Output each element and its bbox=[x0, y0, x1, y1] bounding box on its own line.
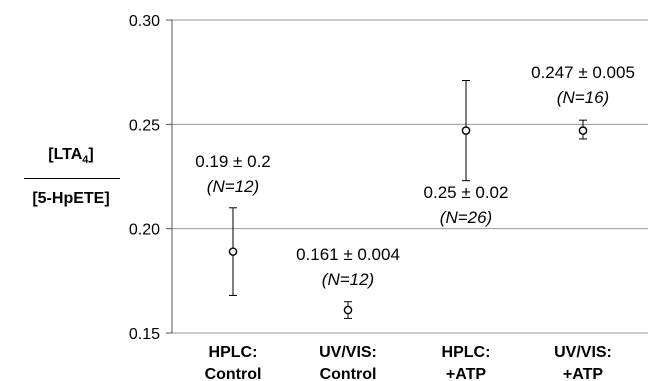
data-label-value-3: 0.247 ± 0.005 bbox=[531, 63, 635, 82]
y-tick-label-3: 0.30 bbox=[129, 13, 160, 30]
x-tick-label-1-line-1: Control bbox=[320, 366, 377, 381]
x-tick-label-3-line-1: +ATP bbox=[563, 366, 603, 381]
y-tick-label-0: 0.15 bbox=[129, 326, 160, 343]
data-label-value-2: 0.25 ± 0.02 bbox=[424, 183, 509, 202]
data-point-1 bbox=[343, 305, 353, 315]
x-tick-label-0-line-1: Control bbox=[205, 366, 262, 381]
data-label-n-0: (N=12) bbox=[207, 177, 259, 196]
data-point-2 bbox=[461, 126, 471, 135]
data-label-value-1: 0.161 ± 0.004 bbox=[296, 245, 400, 264]
x-tick-label-1-line-0: UV/VIS: bbox=[319, 344, 377, 361]
y-axis-label-numerator: [LTA4] bbox=[48, 146, 94, 167]
x-tick-label-2-line-0: HPLC: bbox=[442, 344, 491, 361]
x-tick-label-2-line-1: +ATP bbox=[446, 366, 486, 381]
data-label-value-0: 0.19 ± 0.2 bbox=[195, 152, 271, 171]
y-axis-label-fraction-bar bbox=[24, 178, 120, 179]
data-label-n-1: (N=12) bbox=[322, 270, 374, 289]
data-label-n-3: (N=16) bbox=[557, 88, 609, 107]
x-tick-label-3-line-0: UV/VIS: bbox=[554, 344, 612, 361]
data-point-3 bbox=[578, 126, 588, 135]
data-label-n-2: (N=26) bbox=[440, 208, 492, 227]
y-axis-label-denominator: [5-HpETE] bbox=[32, 190, 110, 207]
x-tick-label-0-line-0: HPLC: bbox=[209, 344, 258, 361]
y-tick-label-1: 0.20 bbox=[129, 222, 160, 239]
data-point-0 bbox=[228, 247, 238, 256]
y-tick-label-2: 0.25 bbox=[129, 117, 160, 134]
